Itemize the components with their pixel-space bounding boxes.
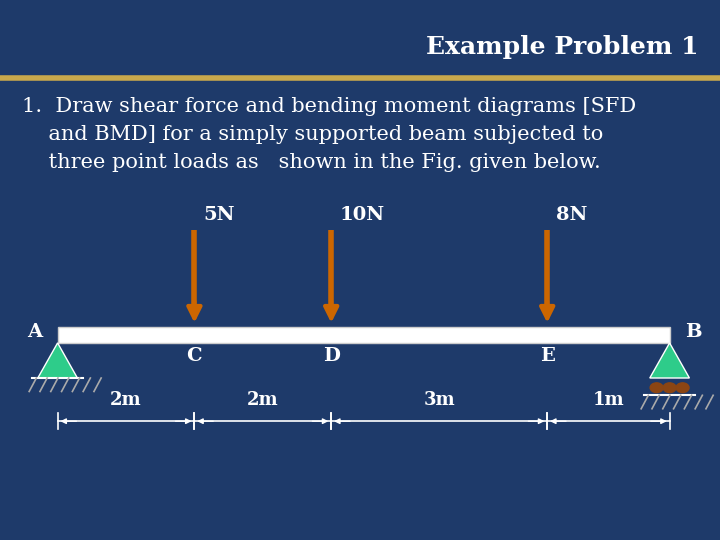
- Text: 1.  Draw shear force and bending moment diagrams [SFD
    and BMD] for a simply : 1. Draw shear force and bending moment d…: [22, 97, 636, 172]
- Text: C: C: [186, 347, 202, 365]
- Text: 10N: 10N: [340, 206, 385, 224]
- Text: D: D: [323, 347, 340, 365]
- Polygon shape: [650, 343, 690, 378]
- Text: Example Problem 1: Example Problem 1: [426, 35, 698, 59]
- Circle shape: [676, 383, 689, 393]
- Polygon shape: [38, 343, 78, 378]
- Text: B: B: [685, 323, 702, 341]
- Text: 5N: 5N: [203, 206, 235, 224]
- Text: 2m: 2m: [110, 392, 142, 409]
- Text: A: A: [27, 323, 42, 341]
- Text: 2m: 2m: [247, 392, 279, 409]
- Text: E: E: [540, 347, 554, 365]
- Circle shape: [650, 383, 663, 393]
- Text: 3m: 3m: [423, 392, 455, 409]
- FancyBboxPatch shape: [58, 327, 670, 343]
- Circle shape: [663, 383, 676, 393]
- Text: 8N: 8N: [556, 206, 588, 224]
- Text: 1m: 1m: [593, 392, 624, 409]
